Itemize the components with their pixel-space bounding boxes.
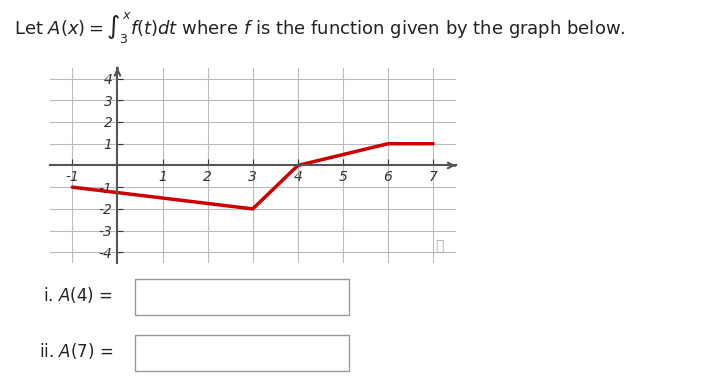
Text: i. $A(4)$ =: i. $A(4)$ = [43, 285, 112, 305]
FancyBboxPatch shape [135, 335, 349, 371]
Text: ii. $A(7)$ =: ii. $A(7)$ = [39, 341, 113, 361]
FancyBboxPatch shape [135, 279, 349, 315]
Text: 🔍: 🔍 [435, 240, 444, 253]
Text: Let $A(x) = \int_3^x f(t)dt$ where $f$ is the function given by the graph below.: Let $A(x) = \int_3^x f(t)dt$ where $f$ i… [14, 9, 626, 45]
